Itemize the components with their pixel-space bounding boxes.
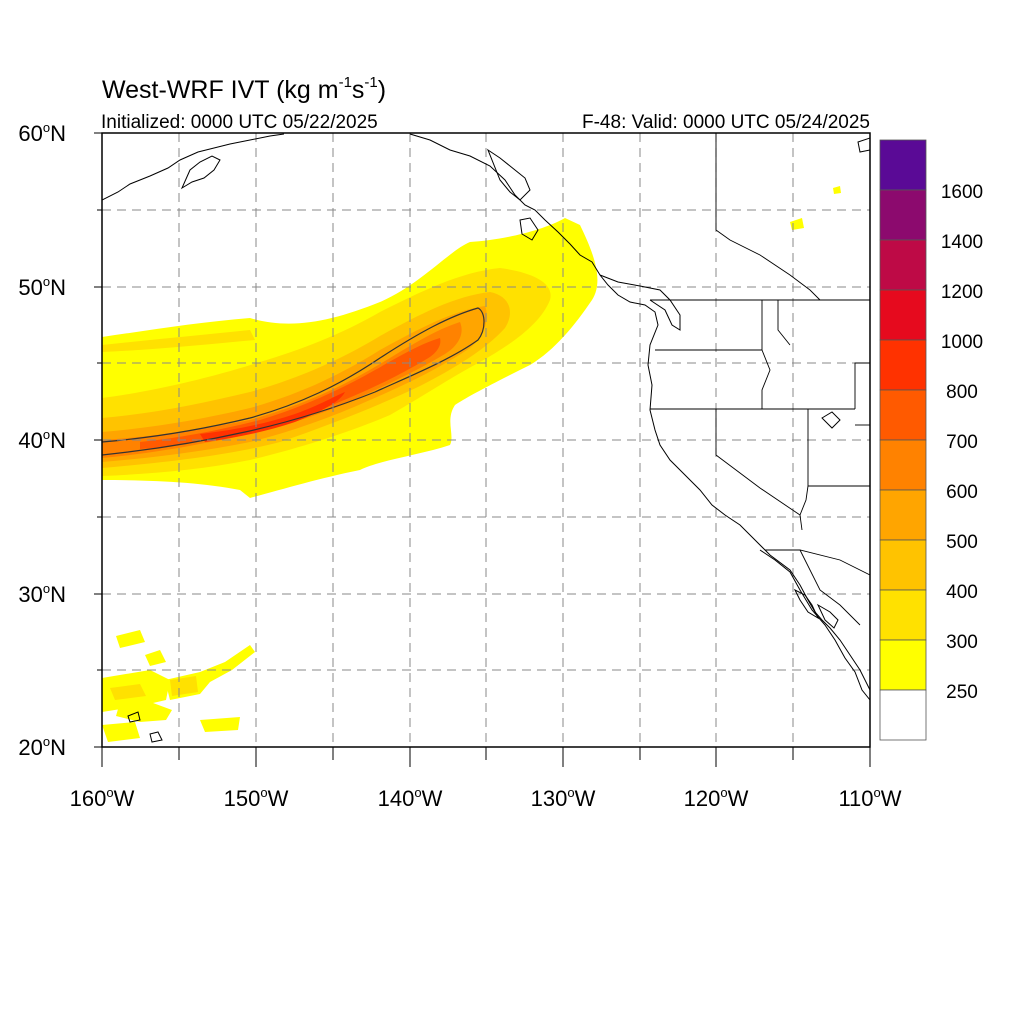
colorbar-label: 700 (946, 432, 978, 453)
colorbar: 1600 1400 1200 1000 800 700 600 500 400 300 250 (879, 139, 983, 741)
colorbar-label: 400 (946, 582, 978, 603)
colorbar-swatch (879, 339, 927, 391)
lat-label: 20oN (18, 734, 66, 760)
colorbar-swatch (879, 239, 927, 291)
colorbar-swatch (879, 539, 927, 591)
coastlines (102, 133, 870, 743)
colorbar-swatch (879, 139, 927, 191)
axis-ticks (94, 132, 871, 767)
lon-label: 140oW (378, 785, 443, 811)
colorbar-swatch (879, 189, 927, 241)
lat-label: 30oN (18, 581, 66, 607)
ivt-500-contour (102, 307, 485, 456)
lat-label: 60oN (18, 120, 66, 146)
longitude-labels: 160oW 150oW 140oW 130oW 120oW 110oW (70, 785, 902, 811)
colorbar-swatch (879, 439, 927, 491)
lat-label: 40oN (18, 427, 66, 453)
ivt-600-band (102, 322, 462, 458)
colorbar-label: 1400 (941, 232, 983, 253)
colorbar-swatch (879, 639, 927, 691)
ivt-300-band (102, 330, 255, 352)
ivt-500-band (102, 306, 487, 462)
lon-label: 160oW (70, 785, 135, 811)
lon-label: 110oW (838, 785, 901, 811)
ivt-800-core (200, 392, 345, 442)
political-boundaries (650, 133, 870, 626)
colorbar-label: 1000 (941, 332, 983, 353)
init-time-label: Initialized: 0000 UTC 05/22/2025 (101, 112, 378, 133)
colorbar-swatch (879, 489, 927, 541)
colorbar-swatch (879, 289, 927, 341)
lon-label: 130oW (531, 785, 596, 811)
colorbar-label: 600 (946, 482, 978, 503)
lon-label: 120oW (684, 785, 749, 811)
colorbar-label: 1600 (941, 182, 983, 203)
colorbar-swatch (879, 689, 927, 741)
colorbar-label: 800 (946, 382, 978, 403)
map-area (102, 133, 870, 747)
lon-label: 150oW (224, 785, 289, 811)
latitude-labels: 60oN 50oN 40oN 30oN 20oN (18, 120, 66, 760)
map-title: West-WRF IVT (kg m-1s-1) (102, 74, 386, 104)
colorbar-swatch (879, 389, 927, 441)
colorbar-label: 1200 (941, 282, 983, 303)
colorbar-label: 250 (946, 682, 978, 703)
ivt-250-patch (833, 186, 841, 194)
colorbar-label: 300 (946, 632, 978, 653)
colorbar-swatch (879, 589, 927, 641)
ivt-shading (102, 186, 841, 742)
lat-label: 50oN (18, 274, 66, 300)
colorbar-label: 500 (946, 532, 978, 553)
valid-time-label: F-48: Valid: 0000 UTC 05/24/2025 (582, 112, 870, 133)
